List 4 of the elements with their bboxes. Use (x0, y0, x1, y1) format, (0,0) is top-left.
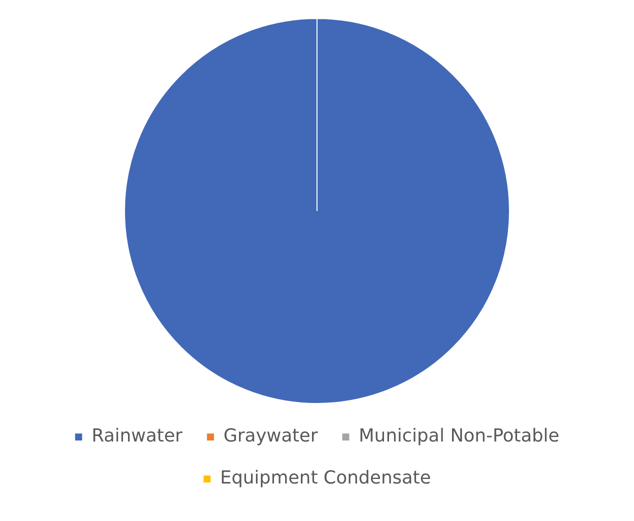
legend-label: Municipal Non-Potable (358, 426, 560, 447)
legend-label: Graywater (223, 426, 318, 447)
legend-label: Rainwater (92, 426, 184, 447)
legend-label: Equipment Condensate (220, 468, 431, 489)
